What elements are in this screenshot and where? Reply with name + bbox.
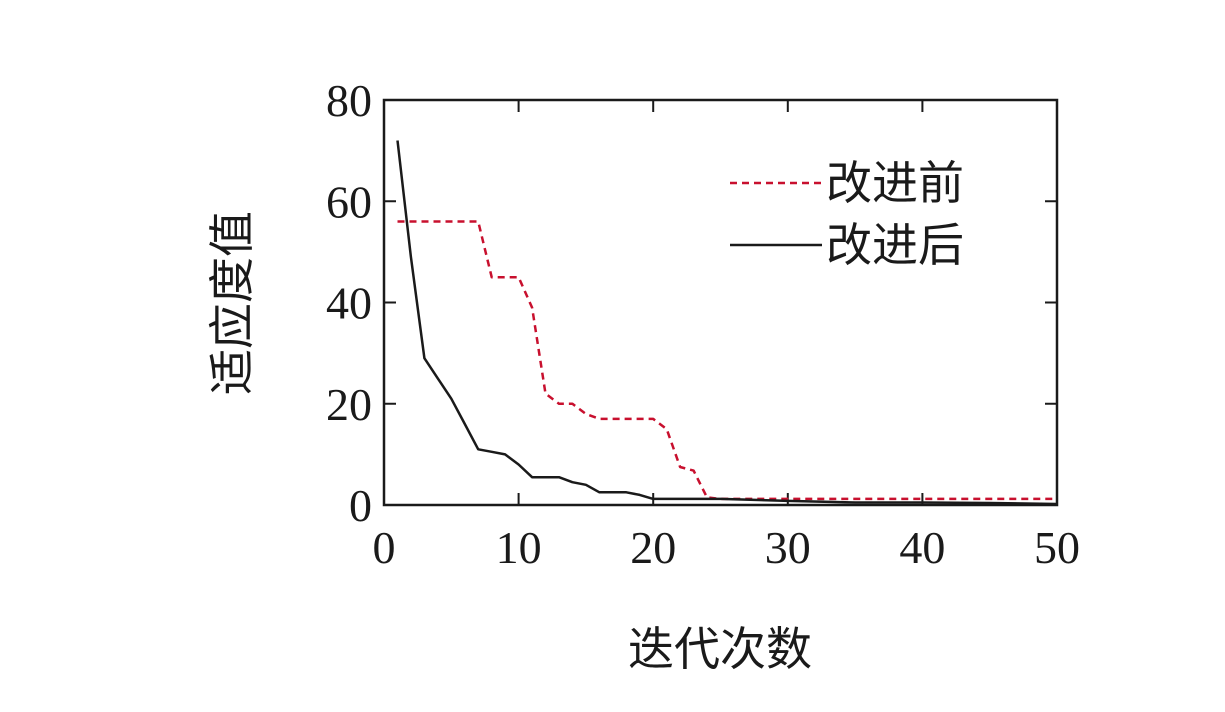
x-tick-label: 20	[630, 522, 676, 573]
x-axis-title: 迭代次数	[628, 622, 812, 676]
y-tick-label: 20	[326, 379, 372, 430]
x-tick-label: 30	[765, 522, 811, 573]
series-line-before	[397, 220, 1057, 501]
y-tick-label: 40	[326, 278, 372, 329]
series-lines	[396, 140, 1058, 506]
legend-label-after: 改进后	[826, 218, 964, 272]
legend: 改进前 改进后	[730, 156, 964, 272]
y-tick-label: 80	[326, 75, 372, 126]
y-axis-title: 适应度值	[205, 211, 259, 395]
y-tick-label: 60	[326, 176, 372, 227]
axis-tick-labels: 0 10 20 30 40 50 0 20 40 60 80	[326, 75, 1080, 573]
axis-ticks	[383, 99, 1058, 506]
legend-label-before: 改进前	[826, 156, 964, 210]
x-tick-label: 50	[1034, 522, 1080, 573]
x-tick-label: 10	[496, 522, 542, 573]
y-tick-label: 0	[349, 480, 372, 531]
x-tick-label: 0	[373, 522, 396, 573]
x-tick-label: 40	[899, 522, 945, 573]
series-line-after	[396, 140, 1058, 506]
